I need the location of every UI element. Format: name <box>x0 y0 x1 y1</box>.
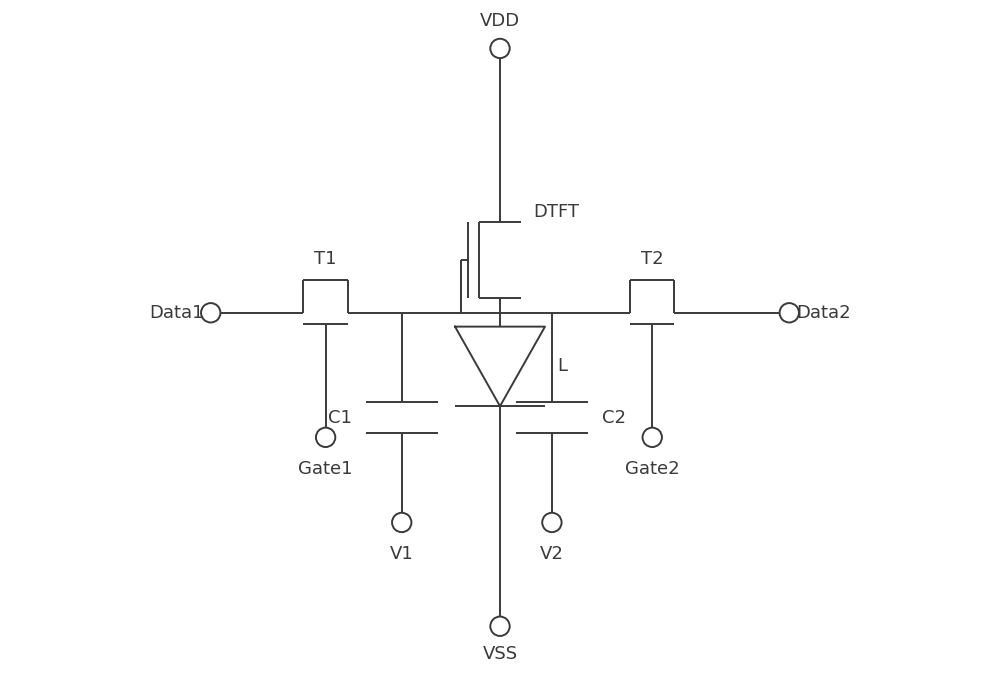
Text: V1: V1 <box>390 545 414 563</box>
Text: VSS: VSS <box>482 645 518 663</box>
Text: Data2: Data2 <box>796 304 851 322</box>
Text: DTFT: DTFT <box>533 203 579 221</box>
Text: V2: V2 <box>540 545 564 563</box>
Text: T1: T1 <box>314 250 337 268</box>
Text: C1: C1 <box>328 408 352 427</box>
Text: Data1: Data1 <box>149 304 204 322</box>
Text: Gate2: Gate2 <box>625 460 680 478</box>
Text: Gate1: Gate1 <box>298 460 353 478</box>
Text: VDD: VDD <box>480 12 520 30</box>
Text: L: L <box>557 357 567 376</box>
Text: T2: T2 <box>641 250 664 268</box>
Text: C2: C2 <box>602 408 626 427</box>
